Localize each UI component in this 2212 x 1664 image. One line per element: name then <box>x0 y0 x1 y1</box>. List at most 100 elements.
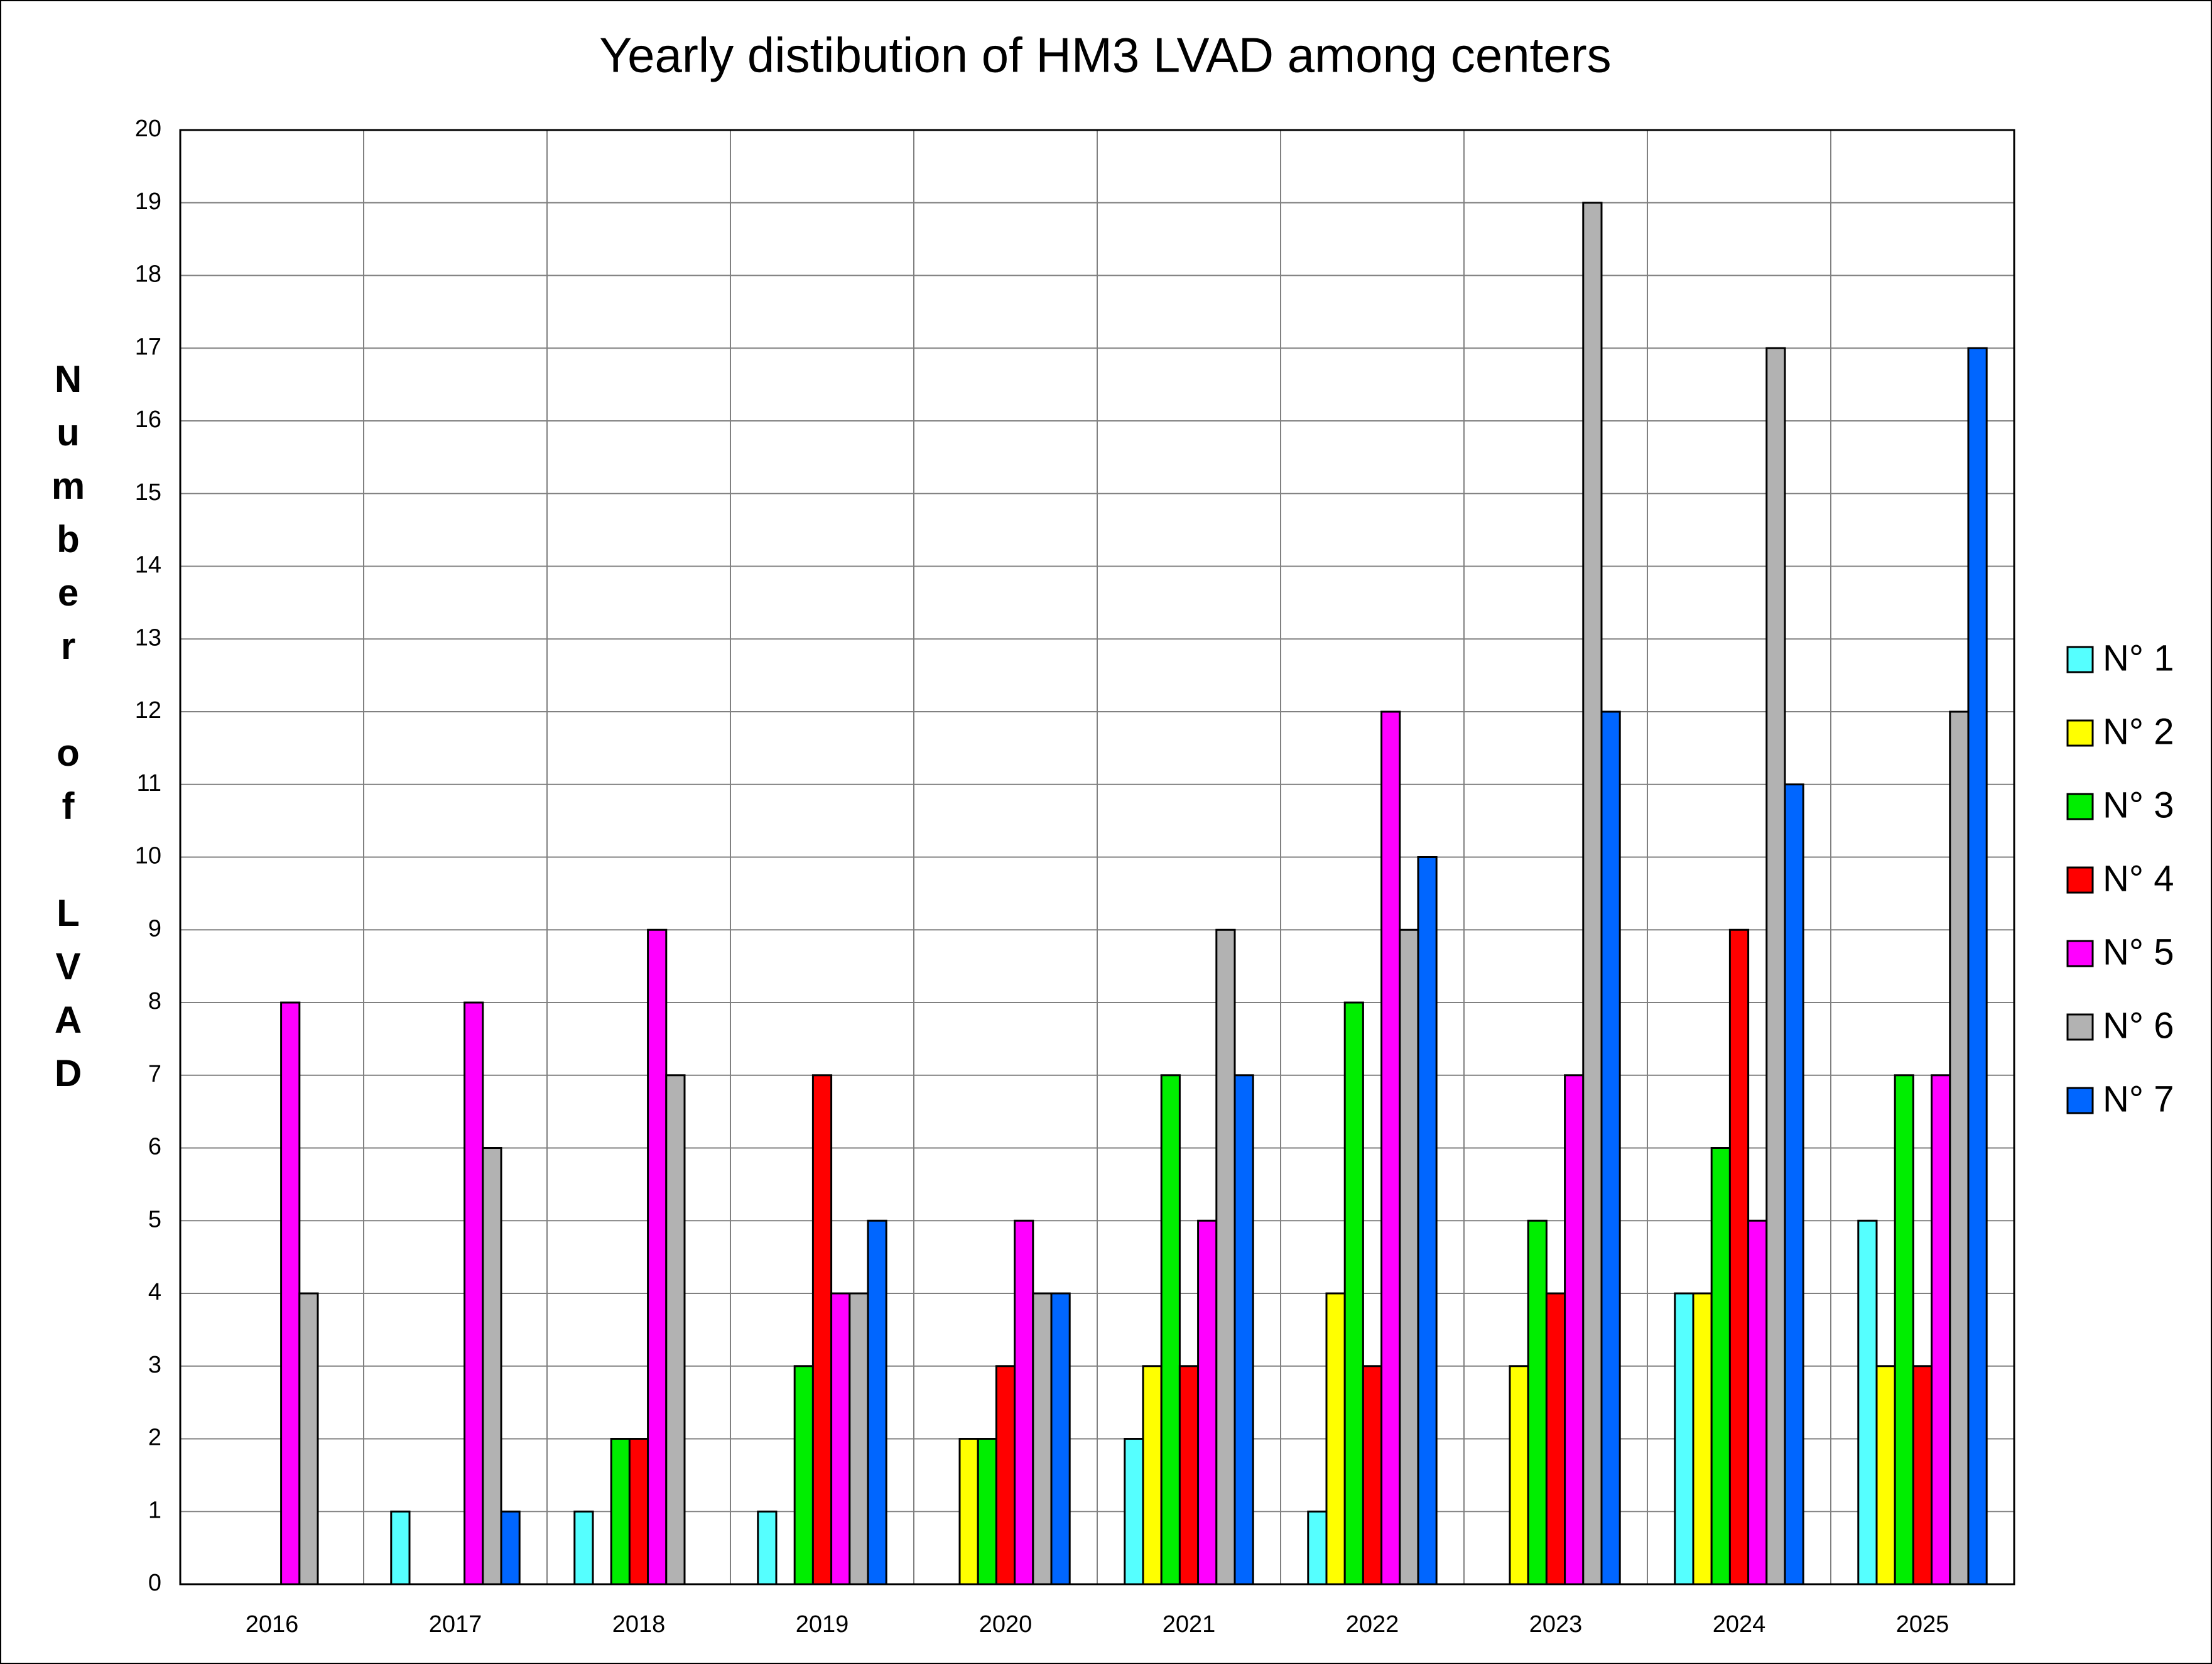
bar <box>1325 1292 1346 1585</box>
legend-swatch <box>2066 793 2094 820</box>
bar <box>1674 1292 1694 1585</box>
y-axis-label: Number of LVAD <box>47 358 89 1106</box>
bar <box>1178 1365 1200 1585</box>
bar <box>1710 1147 1731 1585</box>
bar <box>280 1001 301 1585</box>
y-tick-label: 1 <box>148 1497 161 1523</box>
plot-frame <box>179 129 2015 1585</box>
bar <box>1582 202 1603 1585</box>
y-tick-label: 7 <box>148 1061 161 1087</box>
bar <box>1142 1365 1163 1585</box>
legend-label: N° 3 <box>2103 785 2174 825</box>
bar <box>1967 347 1988 1585</box>
y-tick-label: 17 <box>135 334 161 360</box>
chart-title: Yearly distibution of HM3 LVAD among cen… <box>599 28 1611 83</box>
y-tick-label: 8 <box>148 988 161 1014</box>
bar <box>830 1292 851 1585</box>
x-tick-label: 2016 <box>246 1611 299 1638</box>
bar <box>1875 1365 1896 1585</box>
bar <box>1747 1219 1768 1585</box>
bar <box>1949 710 1970 1585</box>
bar <box>958 1438 979 1585</box>
bar <box>1857 1219 1878 1585</box>
bar <box>1692 1292 1713 1585</box>
bar <box>1233 1074 1254 1585</box>
bar <box>977 1438 997 1585</box>
bar <box>793 1365 814 1585</box>
bar <box>482 1147 502 1585</box>
y-tick-label: 5 <box>148 1206 161 1232</box>
bar <box>1765 347 1786 1585</box>
bar <box>1362 1365 1383 1585</box>
legend-label: N° 2 <box>2103 711 2174 752</box>
legend-swatch <box>2066 1087 2094 1114</box>
bar <box>1728 928 1750 1585</box>
bar <box>298 1292 319 1585</box>
bar <box>665 1074 686 1585</box>
legend-label: N° 1 <box>2103 638 2174 678</box>
x-tick-label: 2025 <box>1896 1611 1949 1638</box>
legend-swatch <box>2066 646 2094 673</box>
x-tick-label: 2023 <box>1529 1611 1583 1638</box>
x-tick-label: 2019 <box>796 1611 849 1638</box>
y-tick-label: 6 <box>148 1134 161 1160</box>
bar <box>995 1365 1016 1585</box>
y-tick-label: 2 <box>148 1425 161 1451</box>
y-tick-label: 3 <box>148 1352 161 1378</box>
bar <box>1894 1074 1914 1585</box>
y-tick-label: 20 <box>135 116 161 142</box>
legend-swatch <box>2066 1013 2094 1041</box>
bar <box>1784 783 1804 1585</box>
y-tick-label: 16 <box>135 406 161 433</box>
y-tick-label: 13 <box>135 624 161 651</box>
bar <box>1564 1074 1585 1585</box>
bar <box>867 1219 887 1585</box>
x-tick-label: 2020 <box>979 1611 1033 1638</box>
legend-swatch <box>2066 940 2094 967</box>
bar <box>647 928 668 1585</box>
bar <box>848 1292 869 1585</box>
bar <box>1912 1365 1933 1585</box>
bar <box>1417 856 1438 1585</box>
bar <box>1215 928 1236 1585</box>
x-tick-label: 2024 <box>1713 1611 1766 1638</box>
bar <box>464 1001 484 1585</box>
y-tick-label: 12 <box>135 697 161 724</box>
bar <box>1931 1074 1951 1585</box>
bar <box>1509 1365 1529 1585</box>
bar <box>1600 710 1621 1585</box>
y-tick-label: 11 <box>137 770 161 797</box>
bar <box>1032 1292 1053 1585</box>
bar <box>610 1438 631 1585</box>
bar <box>1014 1219 1034 1585</box>
legend-label: N° 5 <box>2103 932 2174 972</box>
x-tick-label: 2022 <box>1346 1611 1399 1638</box>
y-tick-label: 14 <box>135 552 161 579</box>
bar <box>1380 710 1401 1585</box>
bar <box>1050 1292 1071 1585</box>
y-tick-label: 9 <box>148 915 161 942</box>
y-tick-label: 0 <box>148 1570 161 1596</box>
bar <box>1124 1438 1144 1585</box>
x-tick-label: 2017 <box>429 1611 482 1638</box>
bar <box>1307 1510 1328 1585</box>
y-tick-label: 18 <box>135 261 161 288</box>
y-tick-label: 19 <box>135 188 161 215</box>
bar <box>1343 1001 1364 1585</box>
bar <box>757 1510 778 1585</box>
bar <box>1160 1074 1181 1585</box>
bar <box>811 1074 833 1585</box>
legend-label: N° 4 <box>2103 858 2174 899</box>
x-tick-label: 2018 <box>612 1611 666 1638</box>
bar <box>1527 1219 1548 1585</box>
y-tick-label: 4 <box>148 1279 161 1305</box>
bar <box>1197 1219 1218 1585</box>
legend-label: N° 6 <box>2103 1005 2174 1046</box>
y-tick-label: 15 <box>135 479 161 506</box>
legend-swatch <box>2066 719 2094 747</box>
bar <box>1399 928 1419 1585</box>
x-tick-label: 2021 <box>1163 1611 1216 1638</box>
bar <box>573 1510 594 1585</box>
